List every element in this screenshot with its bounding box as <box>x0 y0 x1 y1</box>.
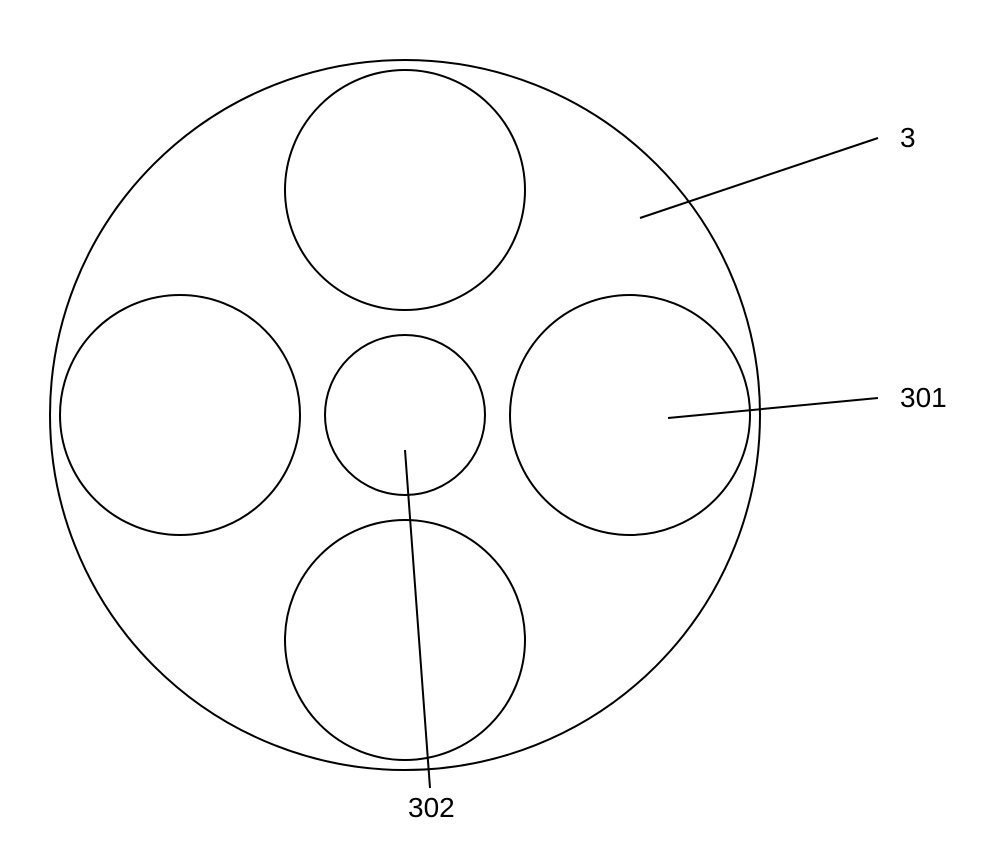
technical-diagram-svg <box>0 0 1000 846</box>
label-301: 301 <box>900 382 947 414</box>
label-3: 3 <box>900 122 916 154</box>
label-302: 302 <box>408 792 455 824</box>
diagram-container <box>0 0 1000 846</box>
